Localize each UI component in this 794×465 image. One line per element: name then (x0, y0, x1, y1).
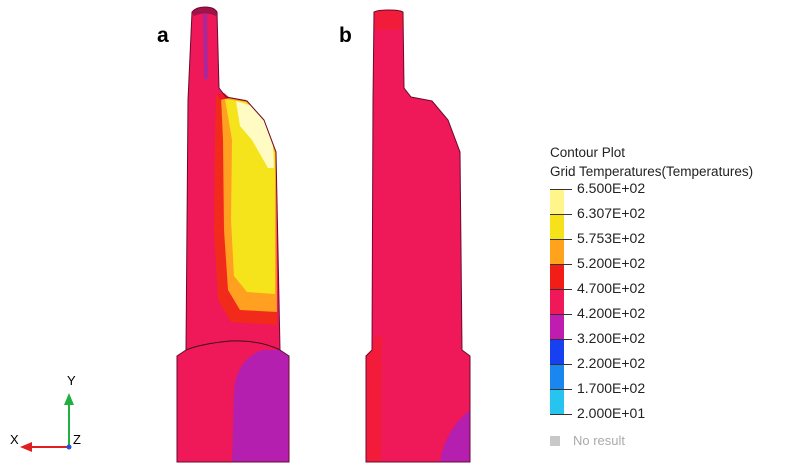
no-result-label: No result (573, 433, 626, 448)
legend-value: 4.700E+02 (577, 280, 646, 296)
legend-no-result: No result (550, 433, 625, 448)
legend-level: 4.200E+02 (550, 305, 790, 339)
legend-title: Contour Plot (550, 145, 626, 160)
legend-tick (550, 389, 572, 390)
legend-level: 5.753E+02 (550, 230, 790, 264)
contour-legend: Contour Plot Grid Temperatures(Temperatu… (550, 143, 794, 448)
legend-value: 1.700E+02 (577, 380, 646, 396)
legend-swatch (550, 214, 564, 239)
legend-value: 5.200E+02 (577, 255, 646, 271)
legend-swatch (550, 239, 564, 264)
legend-level: 2.200E+02 (550, 355, 790, 389)
legend-tick (550, 264, 572, 265)
legend-tick (550, 314, 572, 315)
legend-level: 6.500E+02 (550, 180, 790, 214)
legend-tick (550, 414, 572, 415)
triad-y-label: Y (67, 373, 76, 388)
legend-swatch (550, 189, 564, 214)
coordinate-triad (20, 393, 74, 452)
legend-level: 1.700E+02 (550, 380, 790, 414)
legend-value: 5.753E+02 (577, 230, 646, 246)
legend-tick (550, 289, 572, 290)
component-b-cool-purple (440, 410, 470, 462)
legend-subtitle: Grid Temperatures(Temperatures) (550, 164, 754, 179)
legend-swatch (550, 264, 564, 289)
legend-swatch (550, 314, 564, 339)
legend-value: 2.200E+02 (577, 355, 646, 371)
panel-label-a: a (157, 24, 169, 47)
triad-x-label: X (10, 432, 19, 447)
component-b-body (366, 10, 470, 462)
legend-swatch (550, 289, 564, 314)
legend-level: 2.000E+01 (550, 405, 790, 439)
component-a-cool-purple (232, 350, 289, 462)
legend-level: 5.200E+02 (550, 255, 790, 289)
legend-value: 2.000E+01 (577, 405, 646, 421)
component-a (176, 6, 290, 463)
legend-level: 4.700E+02 (550, 280, 790, 314)
legend-level: 3.200E+02 (550, 330, 790, 364)
legend-swatch (550, 364, 564, 389)
legend-swatch (550, 339, 564, 364)
component-b (365, 9, 471, 463)
legend-swatch (550, 389, 564, 414)
legend-tick (550, 239, 572, 240)
legend-value: 3.200E+02 (577, 330, 646, 346)
legend-value: 6.500E+02 (577, 180, 646, 196)
legend-tick (550, 364, 572, 365)
no-result-swatch (550, 436, 560, 446)
legend-value: 4.200E+02 (577, 305, 646, 321)
legend-tick (550, 339, 572, 340)
legend-value: 6.307E+02 (577, 205, 646, 221)
legend-tick (550, 189, 572, 190)
legend-tick (550, 214, 572, 215)
triad-z-label: Z (73, 432, 81, 447)
component-a-hot-lightyellow (236, 101, 274, 168)
legend-level: 6.307E+02 (550, 205, 790, 239)
panel-label-b: b (339, 24, 352, 47)
